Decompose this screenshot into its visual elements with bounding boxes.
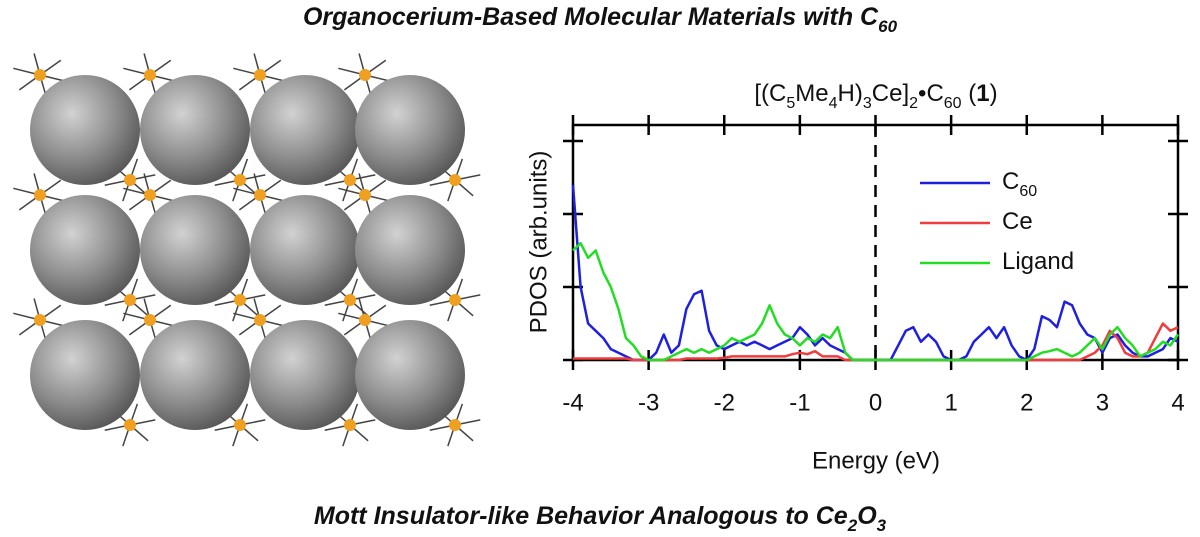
x-tick-label: 2: [1020, 389, 1033, 416]
cerium-atom: [234, 174, 246, 186]
cerium-atom: [34, 189, 46, 201]
x-tick-label: 0: [869, 389, 882, 416]
plot-frame: [571, 123, 1180, 362]
cerium-atom: [344, 174, 356, 186]
c60-sphere: [355, 195, 465, 305]
figure-caption: Mott Insulator-like Behavior Analogous t…: [314, 502, 887, 535]
text-part: O: [857, 502, 877, 530]
cerium-atom: [254, 189, 266, 201]
cerium-atom: [449, 294, 461, 306]
text-part: ): [990, 80, 998, 107]
x-tick-label: -3: [638, 389, 659, 416]
subscript: 2: [847, 516, 858, 535]
cerium-atom: [234, 294, 246, 306]
cerium-atom: [449, 419, 461, 431]
x-tick-label: -2: [714, 389, 735, 416]
cerium-atom: [34, 69, 46, 81]
cerium-atom: [254, 69, 266, 81]
subscript: 2: [909, 95, 918, 112]
legend-label: Ce: [1002, 208, 1033, 235]
cerium-atom: [124, 294, 136, 306]
cerium-atom: [359, 314, 371, 326]
subscript: 60: [1019, 183, 1037, 200]
cerium-atom: [344, 294, 356, 306]
c60-sphere: [140, 320, 250, 430]
text-part: Me: [795, 80, 828, 107]
text-part: •C: [918, 80, 944, 107]
cerium-atom: [254, 314, 266, 326]
cerium-atom: [144, 69, 156, 81]
cerium-atom: [34, 314, 46, 326]
c60-sphere: [30, 195, 140, 305]
chart-title: [(C5Me4H)3Ce]2•C60 (1): [754, 80, 997, 111]
c60-sphere: [355, 320, 465, 430]
c60-sphere: [250, 195, 360, 305]
legend-label: Ligand: [1002, 248, 1074, 275]
subscript: 60: [944, 95, 962, 112]
x-tick-label: 1: [944, 389, 957, 416]
cerium-atom: [144, 314, 156, 326]
x-tick-label: -1: [789, 389, 810, 416]
cerium-atom: [234, 419, 246, 431]
x-tick-label: 4: [1171, 389, 1184, 416]
subscript: 60: [878, 17, 897, 36]
cerium-atom: [359, 69, 371, 81]
c60-sphere: [30, 320, 140, 430]
cerium-atom: [359, 189, 371, 201]
text-part: (: [962, 80, 977, 107]
y-axis-label: PDOS (arb.units): [525, 151, 552, 334]
legend-name: C: [1002, 168, 1019, 195]
figure-title: Organocerium-Based Molecular Materials w…: [303, 3, 898, 36]
series-line: [572, 241, 1180, 362]
cerium-atom: [124, 174, 136, 186]
legend-label: C60: [1002, 168, 1037, 199]
legend-name: Ligand: [1002, 248, 1074, 275]
subscript: 3: [863, 95, 872, 112]
subscript: 3: [877, 516, 887, 535]
c60-sphere: [140, 195, 250, 305]
c60-sphere: [30, 75, 140, 185]
text-part: Organocerium-Based Molecular Materials w…: [303, 3, 879, 31]
x-axis-label: Energy (eV): [812, 447, 940, 474]
c60-sphere: [355, 75, 465, 185]
c60-sphere: [250, 75, 360, 185]
text-part: H): [838, 80, 863, 107]
x-tick-label: 3: [1096, 389, 1109, 416]
x-tick-label: -4: [562, 389, 583, 416]
text-part: [(C: [754, 80, 786, 107]
subscript: 4: [829, 95, 838, 112]
crystal-structure-image: [13, 53, 481, 447]
cerium-atom: [124, 419, 136, 431]
text-part: Ce]: [872, 80, 909, 107]
c60-sphere: [250, 320, 360, 430]
text-part: Mott Insulator-like Behavior Analogous t…: [314, 502, 848, 530]
subscript: 5: [786, 95, 795, 112]
cerium-atom: [144, 189, 156, 201]
legend-name: Ce: [1002, 208, 1033, 235]
cerium-atom: [449, 174, 461, 186]
text-part: 1: [976, 80, 989, 107]
c60-sphere: [140, 75, 250, 185]
plot: -4 -3 -2 -1 0 1 2 3 4 C60 Ce Ligand: [562, 115, 1188, 416]
cerium-atom: [344, 419, 356, 431]
